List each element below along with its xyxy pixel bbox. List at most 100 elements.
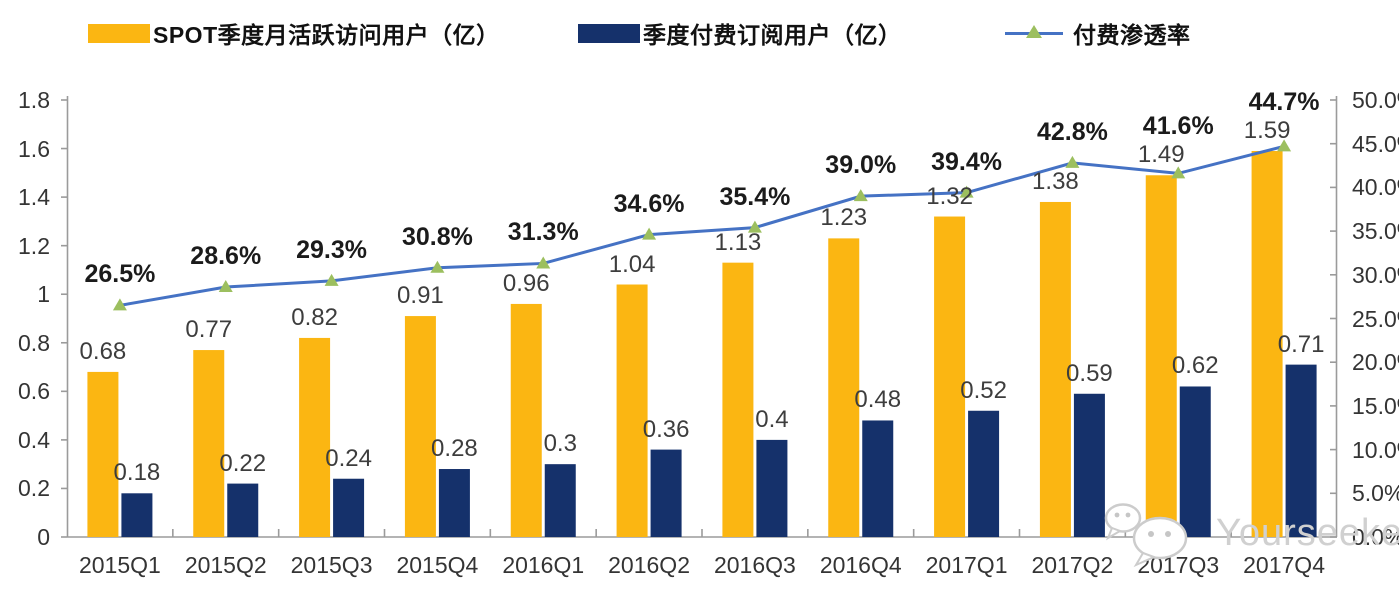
bar-subscribers-value-label: 0.3	[543, 430, 577, 458]
y-axis-left-tick-label: 1	[37, 281, 50, 308]
bar-mau	[828, 238, 860, 537]
penetration-pct-label: 35.4%	[719, 182, 791, 211]
legend-line-marker	[1005, 23, 1063, 43]
bar-subscribers-value-label: 0.62	[1171, 352, 1219, 380]
bar-subscribers-value-label: 0.22	[219, 449, 267, 477]
y-axis-left-tick-label: 0.8	[18, 329, 50, 356]
x-axis-category-label: 2016Q3	[713, 552, 796, 578]
legend-label-mau: SPOT季度月活跃访问用户（亿）	[153, 22, 500, 48]
penetration-marker	[324, 273, 339, 286]
bar-subscribers	[968, 410, 1000, 537]
penetration-marker	[1065, 155, 1080, 168]
y-axis-left-tick-label: 0.2	[18, 475, 50, 502]
bar-mau-value-label: 0.96	[502, 269, 550, 297]
bar-mau	[1039, 201, 1071, 537]
bar-mau-value-label: 1.13	[714, 228, 762, 256]
bar-mau-value-label: 0.68	[79, 337, 127, 365]
x-axis-category-label: 2017Q4	[1243, 552, 1325, 578]
penetration-marker	[430, 260, 445, 273]
y-axis-right-tick-label: 5.0%	[1352, 480, 1399, 507]
bar-subscribers-value-label: 0.24	[325, 444, 372, 472]
penetration-marker	[112, 298, 127, 311]
y-axis-left-tick-label: 0.4	[18, 426, 50, 453]
bar-mau-value-label: 0.91	[397, 282, 444, 310]
legend-item-subscribers: 季度付费订阅用户（亿）	[578, 18, 902, 48]
x-axis-category-label: 2016Q4	[819, 552, 902, 578]
y-axis-left-tick-label: 1.2	[18, 232, 50, 259]
y-axis-right-tick-label: 0.0%	[1352, 524, 1399, 550]
bar-subscribers	[1179, 386, 1211, 537]
y-axis-left-tick-label: 0.6	[18, 378, 50, 405]
y-axis-left-tick-label: 1.6	[18, 135, 50, 162]
penetration-pct-label: 44.7%	[1248, 87, 1320, 116]
bar-subscribers	[1073, 393, 1105, 537]
bar-mau	[404, 316, 436, 537]
bar-mau-value-label: 1.38	[1032, 167, 1079, 195]
x-axis-category-label: 2015Q2	[184, 552, 267, 578]
penetration-marker	[536, 256, 551, 269]
penetration-pct-label: 30.8%	[401, 222, 473, 251]
penetration-marker	[747, 220, 762, 233]
legend-item-mau: SPOT季度月活跃访问用户（亿）	[88, 18, 500, 48]
x-axis-category-label: 2017Q1	[925, 552, 1008, 578]
bar-mau-value-label: 0.77	[185, 316, 233, 344]
penetration-line	[119, 144, 1285, 307]
bar-mau	[616, 284, 648, 537]
bar-mau-value-label: 1.23	[820, 204, 868, 232]
y-axis-left-tick-label: 1.4	[18, 184, 50, 211]
y-axis-right-tick-label: 45.0%	[1352, 130, 1399, 157]
penetration-marker	[642, 227, 657, 240]
penetration-pct-label: 39.0%	[825, 151, 897, 180]
penetration-marker	[1277, 139, 1292, 152]
y-axis-right-tick-label: 35.0%	[1352, 218, 1399, 245]
x-axis-category-label: 2015Q1	[78, 552, 161, 578]
x-axis-category-label: 2017Q3	[1137, 552, 1220, 578]
x-axis-category-label: 2015Q3	[290, 552, 373, 578]
bar-subscribers-value-label: 0.18	[113, 459, 161, 487]
bar-subscribers-value-label: 0.59	[1066, 359, 1113, 387]
x-axis-category-label: 2015Q4	[396, 552, 479, 578]
bar-mau	[934, 216, 966, 538]
y-axis-left-tick-label: 1.8	[18, 87, 50, 113]
penetration-pct-label: 42.8%	[1036, 117, 1108, 146]
legend-swatch-subscribers	[578, 23, 640, 43]
bar-subscribers-value-label: 0.4	[755, 405, 789, 433]
penetration-marker	[218, 280, 233, 293]
bar-mau	[87, 371, 119, 537]
bar-subscribers-value-label: 0.28	[431, 435, 478, 463]
y-axis-right-tick-label: 15.0%	[1352, 392, 1399, 419]
bar-mau	[1145, 175, 1177, 537]
bar-mau-value-label: 1.04	[608, 250, 656, 278]
x-axis-category-label: 2017Q2	[1031, 552, 1114, 578]
bar-subscribers	[333, 478, 365, 537]
penetration-pct-label: 34.6%	[613, 189, 685, 218]
penetration-pct-label: 41.6%	[1142, 112, 1214, 141]
y-axis-left-tick-label: 0	[37, 524, 50, 550]
bar-mau	[1251, 150, 1283, 537]
bar-subscribers	[438, 469, 470, 537]
bar-mau-value-label: 0.82	[291, 303, 338, 331]
penetration-marker	[853, 189, 868, 202]
bar-subscribers	[650, 449, 682, 537]
legend-label-subscribers: 季度付费订阅用户（亿）	[643, 22, 902, 48]
y-axis-right-tick-label: 50.0%	[1352, 87, 1399, 113]
x-axis-category-label: 2016Q1	[502, 552, 585, 578]
bar-mau-value-label: 1.32	[926, 182, 973, 210]
y-axis-right-tick-label: 10.0%	[1352, 436, 1399, 463]
bar-mau	[722, 262, 754, 537]
penetration-marker	[1171, 166, 1186, 179]
penetration-marker	[959, 185, 974, 198]
legend-label-penetration: 付费渗透率	[1073, 22, 1191, 48]
triangle-marker-icon	[1026, 25, 1042, 38]
bar-subscribers	[756, 439, 788, 537]
x-axis-category-label: 2016Q2	[608, 552, 690, 578]
bar-subscribers	[544, 464, 576, 537]
y-axis-right-tick-label: 25.0%	[1352, 305, 1399, 332]
penetration-pct-label: 29.3%	[296, 235, 368, 264]
y-axis-right-tick-label: 40.0%	[1352, 174, 1399, 201]
bar-subscribers-value-label: 0.36	[642, 415, 690, 443]
y-axis-right-tick-label: 20.0%	[1352, 349, 1399, 376]
bar-subscribers	[121, 493, 153, 537]
bar-subscribers	[862, 420, 894, 537]
